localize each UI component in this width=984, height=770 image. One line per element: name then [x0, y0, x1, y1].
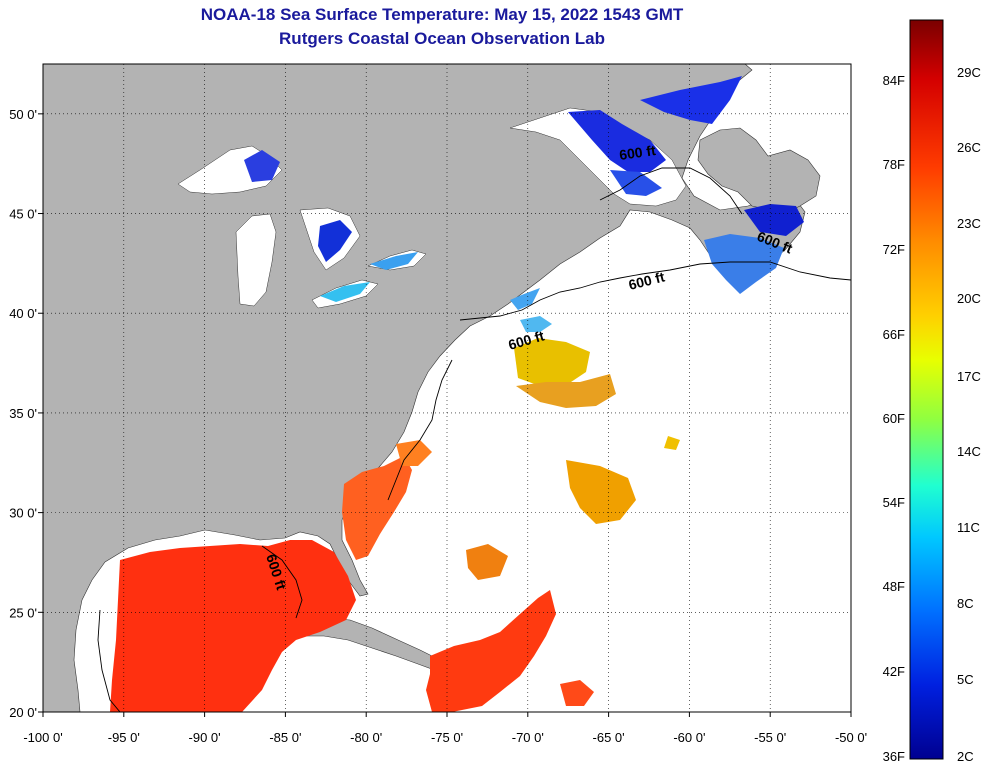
- colorbar-fahrenheit-label: 48F: [883, 579, 905, 594]
- x-tick-label: -55 0': [754, 730, 786, 745]
- x-tick-label: -60 0': [673, 730, 705, 745]
- temperature-colorbar: [909, 19, 944, 760]
- warm-sst-patches: [110, 338, 680, 712]
- colorbar-celsius-label: 2C: [957, 749, 974, 764]
- map-title: NOAA-18 Sea Surface Temperature: May 15,…: [200, 5, 684, 24]
- colorbar-celsius-label: 29C: [957, 65, 981, 80]
- x-tick-label: -70 0': [512, 730, 544, 745]
- y-tick-label: 30 0': [9, 506, 37, 521]
- colorbar-fahrenheit-label: 66F: [883, 327, 905, 342]
- y-tick-label: 20 0': [9, 705, 37, 720]
- contour-label-st-lawrence: 600 ft: [618, 142, 657, 163]
- x-tick-label: -65 0': [593, 730, 625, 745]
- colorbar-celsius-label: 17C: [957, 369, 981, 384]
- x-tick-label: -50 0': [835, 730, 867, 745]
- colorbar-celsius-label: 11C: [957, 520, 980, 535]
- colorbar-fahrenheit-label: 54F: [883, 495, 905, 510]
- colorbar-fahrenheit-label: 60F: [883, 411, 905, 426]
- x-tick-label: -85 0': [269, 730, 301, 745]
- y-tick-label: 45 0': [9, 207, 37, 222]
- colorbar-celsius-label: 8C: [957, 596, 974, 611]
- colorbar-fahrenheit-label: 36F: [883, 749, 905, 764]
- colorbar-celsius-label: 23C: [957, 216, 981, 231]
- x-tick-label: -90 0': [189, 730, 221, 745]
- map-subtitle: Rutgers Coastal Ocean Observation Lab: [279, 29, 605, 48]
- colorbar-labels: 84F 78F 72F 66F 60F 54F 48F 42F 36F 29C 26C 23C 20C 1…: [883, 65, 981, 764]
- x-tick-label: -95 0': [108, 730, 140, 745]
- lat-lon-grid: [43, 64, 851, 712]
- bathymetry-600ft-contour: [97, 167, 851, 712]
- map-axes: -100 0' -95 0' -90 0' -85 0' -80 0' -75 0' -70…: [9, 107, 867, 745]
- great-lake-michigan: [235, 213, 277, 307]
- y-tick-label: 25 0': [9, 605, 37, 620]
- colorbar-celsius-label: 5C: [957, 672, 974, 687]
- y-tick-label: 50 0': [9, 107, 37, 122]
- colorbar-fahrenheit-label: 84F: [883, 73, 905, 88]
- land-newfoundland: [697, 127, 821, 213]
- y-tick-label: 35 0': [9, 406, 37, 421]
- colorbar-celsius-label: 20C: [957, 291, 981, 306]
- colorbar-celsius-label: 26C: [957, 140, 981, 155]
- colorbar-fahrenheit-label: 42F: [883, 664, 905, 679]
- x-tick-label: -100 0': [23, 730, 62, 745]
- x-tick-label: -80 0': [350, 730, 382, 745]
- cold-sst-patches: [244, 76, 804, 332]
- colorbar-fahrenheit-label: 78F: [883, 157, 905, 172]
- y-tick-label: 40 0': [9, 306, 37, 321]
- colorbar-celsius-label: 14C: [957, 444, 981, 459]
- colorbar-fahrenheit-label: 72F: [883, 242, 905, 257]
- x-tick-label: -75 0': [431, 730, 463, 745]
